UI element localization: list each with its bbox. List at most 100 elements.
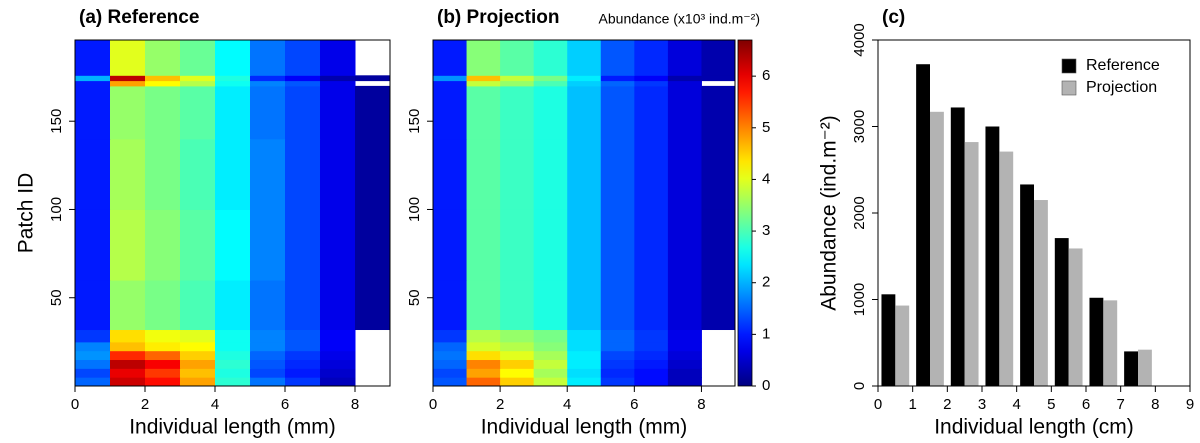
heat-cell [145,329,181,343]
heat-cell [320,341,356,352]
heat-cell [567,209,602,281]
heat-cell [433,138,468,210]
heat-cell [466,329,501,343]
heat-cell [433,75,468,82]
heat-cell [466,341,501,352]
heat-cell [533,341,568,352]
heat-cell [500,85,535,140]
heat-cell [634,138,669,210]
heat-cell [600,80,635,87]
heat-cell [215,329,251,343]
heat-cell [500,359,535,369]
heat-cell [567,329,602,343]
heat-cell [250,75,286,82]
y-tick-label: 50 [406,289,423,306]
heat-cell [110,138,146,210]
heat-cell [355,280,391,331]
heat-cell [433,341,468,352]
y-tick-label: 2000 [851,196,868,229]
heat-cell [701,138,736,210]
y-tick-label: 100 [406,197,423,222]
heat-cell [355,75,391,82]
plot-frame [74,39,391,387]
bar [916,64,930,386]
heat-cell [250,368,286,378]
x-tick-label: 2 [496,396,504,413]
heat-cell [75,350,111,361]
x-tick-label: 8 [1151,396,1159,413]
heat-cell [285,209,321,281]
heat-cell [533,138,568,210]
heat-cell [500,280,535,331]
x-tick-label: 4 [1012,396,1020,413]
heat-cell [667,138,702,210]
heat-cell [215,368,251,378]
legend-swatch [1061,58,1077,74]
heat-cell [433,359,468,369]
heat-cell [466,75,501,82]
heat-cell [180,368,216,378]
heat-cell [634,329,669,343]
heat-cell [180,377,216,387]
heat-cell [215,85,251,140]
heat-cell [180,40,216,76]
heat-cell [285,350,321,361]
heat-cell [667,350,702,361]
heat-cell [567,280,602,331]
heat-cell [320,359,356,369]
heat-cell [75,75,111,82]
heat-cell [285,280,321,331]
heat-cell [634,40,669,76]
heat-cell [145,138,181,210]
heat-cell [285,377,321,387]
heat-cell [75,341,111,352]
y-tick-label: 4000 [851,23,868,56]
bar [1020,184,1034,386]
bar [1054,238,1069,386]
bar [950,107,965,386]
heat-cell [180,138,216,210]
bar [985,126,1000,386]
heat-cell [634,80,669,87]
colorbar-tick-label: 0 [762,377,770,394]
heat-cell [320,368,356,378]
heat-cell [145,368,181,378]
plot-frame [432,39,736,387]
heat-cell [215,280,251,331]
heat-cell [667,85,702,140]
colorbar-tick-label: 3 [762,222,770,239]
x-tick-label: 4 [211,396,219,413]
heat-cell [75,368,111,378]
heat-cell [533,368,568,378]
colorbar [737,39,753,387]
heat-cell [180,350,216,361]
heat-cell [110,329,146,343]
heat-cell [285,368,321,378]
heat-cell [533,280,568,331]
x-tick-label: 1 [908,396,916,413]
heat-cell [634,377,669,387]
heat-cell [567,85,602,140]
legend-label: Projection [1086,79,1157,96]
x-tick-label: 7 [1116,396,1124,413]
heat-cell [215,138,251,210]
heat-cell [145,280,181,331]
heat-cell [75,85,111,140]
bar [964,142,979,386]
colorbar-label: Abundance (x10³ ind.m⁻²) [599,11,760,27]
heat-cell [667,341,702,352]
x-tick-label: 8 [351,396,359,413]
heat-cell [110,368,146,378]
heat-cell [320,80,356,87]
heat-cell [110,80,146,87]
heat-cell [320,280,356,331]
heat-cell [320,75,356,82]
heat-cell [500,368,535,378]
heat-cell [533,350,568,361]
heat-cell [285,85,321,140]
heat-cell [250,377,286,387]
x-tick-label: 0 [874,396,882,413]
heat-cell [600,209,635,281]
heat-cell [667,75,702,82]
